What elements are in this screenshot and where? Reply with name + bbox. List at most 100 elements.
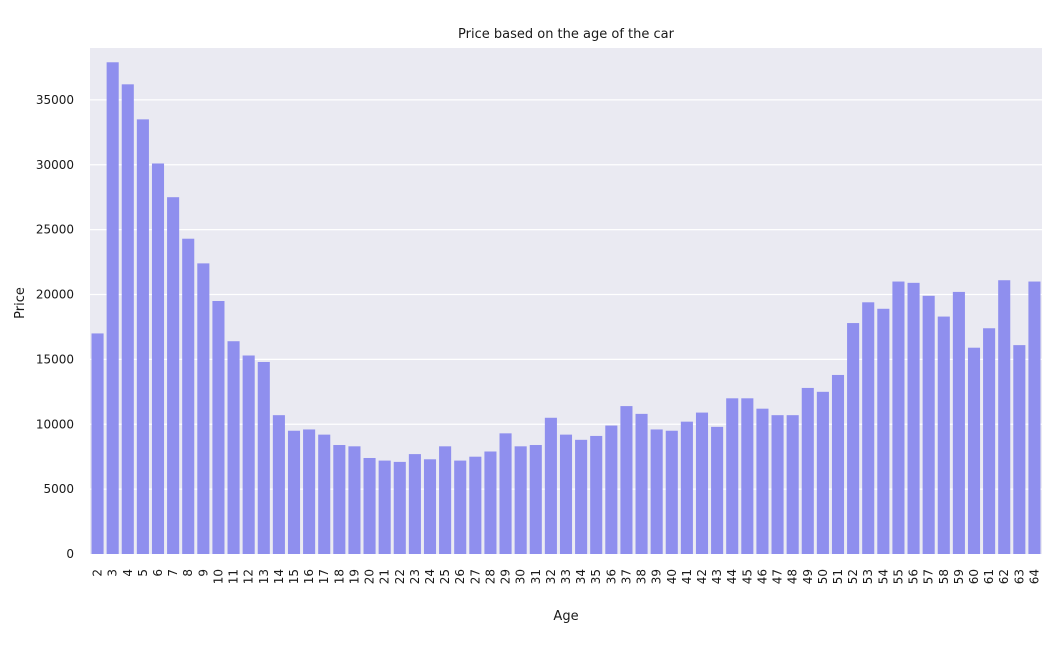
x-tick-label: 28	[483, 569, 497, 584]
y-tick-label: 35000	[36, 93, 74, 107]
x-tick-label: 51	[831, 569, 845, 584]
x-tick-label: 25	[438, 569, 452, 584]
x-tick-label: 27	[468, 569, 482, 584]
bar	[907, 282, 920, 554]
x-tick-label: 55	[891, 569, 905, 584]
bar	[287, 430, 301, 554]
bar	[469, 456, 482, 554]
x-tick-label: 2	[91, 569, 105, 577]
bar	[635, 413, 648, 554]
bar	[408, 454, 421, 554]
x-tick-label: 37	[619, 569, 633, 584]
bar	[136, 119, 149, 554]
x-tick-label: 56	[907, 569, 921, 584]
x-tick-label: 5	[136, 569, 150, 577]
bar	[862, 302, 875, 554]
bar	[544, 417, 557, 554]
bars	[91, 62, 1041, 555]
x-tick-label: 18	[332, 569, 346, 584]
y-tick-label: 25000	[36, 223, 74, 237]
x-tick-label: 14	[272, 569, 286, 584]
bar	[1013, 345, 1026, 554]
bar	[711, 426, 724, 554]
x-tick-label: 16	[302, 569, 316, 584]
bar	[967, 347, 981, 554]
bar	[303, 429, 316, 554]
bar	[363, 457, 376, 554]
x-tick-label: 62	[997, 569, 1011, 584]
bar	[333, 445, 346, 554]
x-tick-label: 58	[937, 569, 951, 584]
bar	[726, 398, 739, 554]
x-tick-label: 8	[181, 569, 195, 577]
bar	[998, 280, 1011, 554]
x-tick-label: 33	[559, 569, 573, 584]
x-tick-label: 57	[922, 569, 936, 584]
x-tick-label: 24	[423, 569, 437, 584]
x-tick-label: 19	[347, 569, 361, 584]
x-tick-label: 17	[317, 569, 331, 584]
bar	[423, 459, 437, 554]
x-tick-label: 31	[529, 569, 543, 584]
bar	[318, 434, 331, 554]
x-tick-label: 11	[227, 569, 241, 584]
x-tick-label: 46	[755, 569, 769, 584]
bar	[559, 434, 573, 554]
bar	[439, 446, 452, 554]
bar	[91, 333, 104, 554]
bar	[575, 439, 588, 554]
chart-title: Price based on the age of the car	[458, 27, 675, 42]
bar	[106, 62, 119, 555]
bar	[454, 460, 467, 554]
x-tick-label: 50	[816, 569, 830, 584]
x-tick-label: 63	[1012, 569, 1026, 584]
x-tick-label: 42	[695, 569, 709, 584]
bar	[650, 429, 663, 554]
y-tick-label: 0	[66, 547, 74, 561]
bar	[212, 301, 225, 554]
y-tick-label: 30000	[36, 158, 74, 172]
bar	[620, 406, 633, 554]
x-tick-label: 53	[861, 569, 875, 584]
x-tick-label: 15	[287, 569, 301, 584]
x-tick-label: 49	[801, 569, 815, 584]
bar	[257, 361, 270, 554]
bar	[167, 197, 180, 554]
bar	[484, 451, 497, 554]
y-axis-ticks: 0 5000 10000 15000 20000 25000 30000 35000	[36, 93, 74, 561]
bar	[983, 328, 996, 554]
bar	[605, 425, 618, 554]
bar	[665, 430, 678, 554]
x-tick-label: 59	[952, 569, 966, 584]
x-tick-label: 47	[771, 569, 785, 584]
x-axis-ticks: 2 3 4 5 6 7 8 9 10 11 12 13 14 15 16 17 18 19 20 21 22 23 24 25…	[91, 569, 1042, 584]
bar	[529, 445, 542, 554]
x-tick-label: 3	[106, 569, 120, 577]
bar	[922, 295, 935, 554]
x-tick-label: 20	[363, 569, 377, 584]
bar	[514, 446, 527, 554]
bar	[741, 398, 754, 554]
y-tick-label: 15000	[36, 352, 74, 366]
x-tick-label: 34	[574, 569, 588, 584]
bar	[197, 263, 210, 554]
x-tick-label: 52	[846, 569, 860, 584]
bar	[182, 238, 195, 554]
x-tick-label: 45	[740, 569, 754, 584]
bar	[771, 415, 784, 554]
x-tick-label: 13	[257, 569, 271, 584]
bar	[847, 323, 860, 554]
x-tick-label: 12	[242, 569, 256, 584]
x-tick-label: 48	[786, 569, 800, 584]
x-tick-label: 35	[589, 569, 603, 584]
x-tick-label: 23	[408, 569, 422, 584]
bar	[348, 446, 361, 554]
bar	[680, 421, 693, 554]
bar	[801, 387, 814, 554]
bar	[242, 355, 255, 554]
x-tick-label: 61	[982, 569, 996, 584]
x-tick-label: 10	[211, 569, 225, 584]
x-tick-label: 30	[514, 569, 528, 584]
x-tick-label: 7	[166, 569, 180, 577]
